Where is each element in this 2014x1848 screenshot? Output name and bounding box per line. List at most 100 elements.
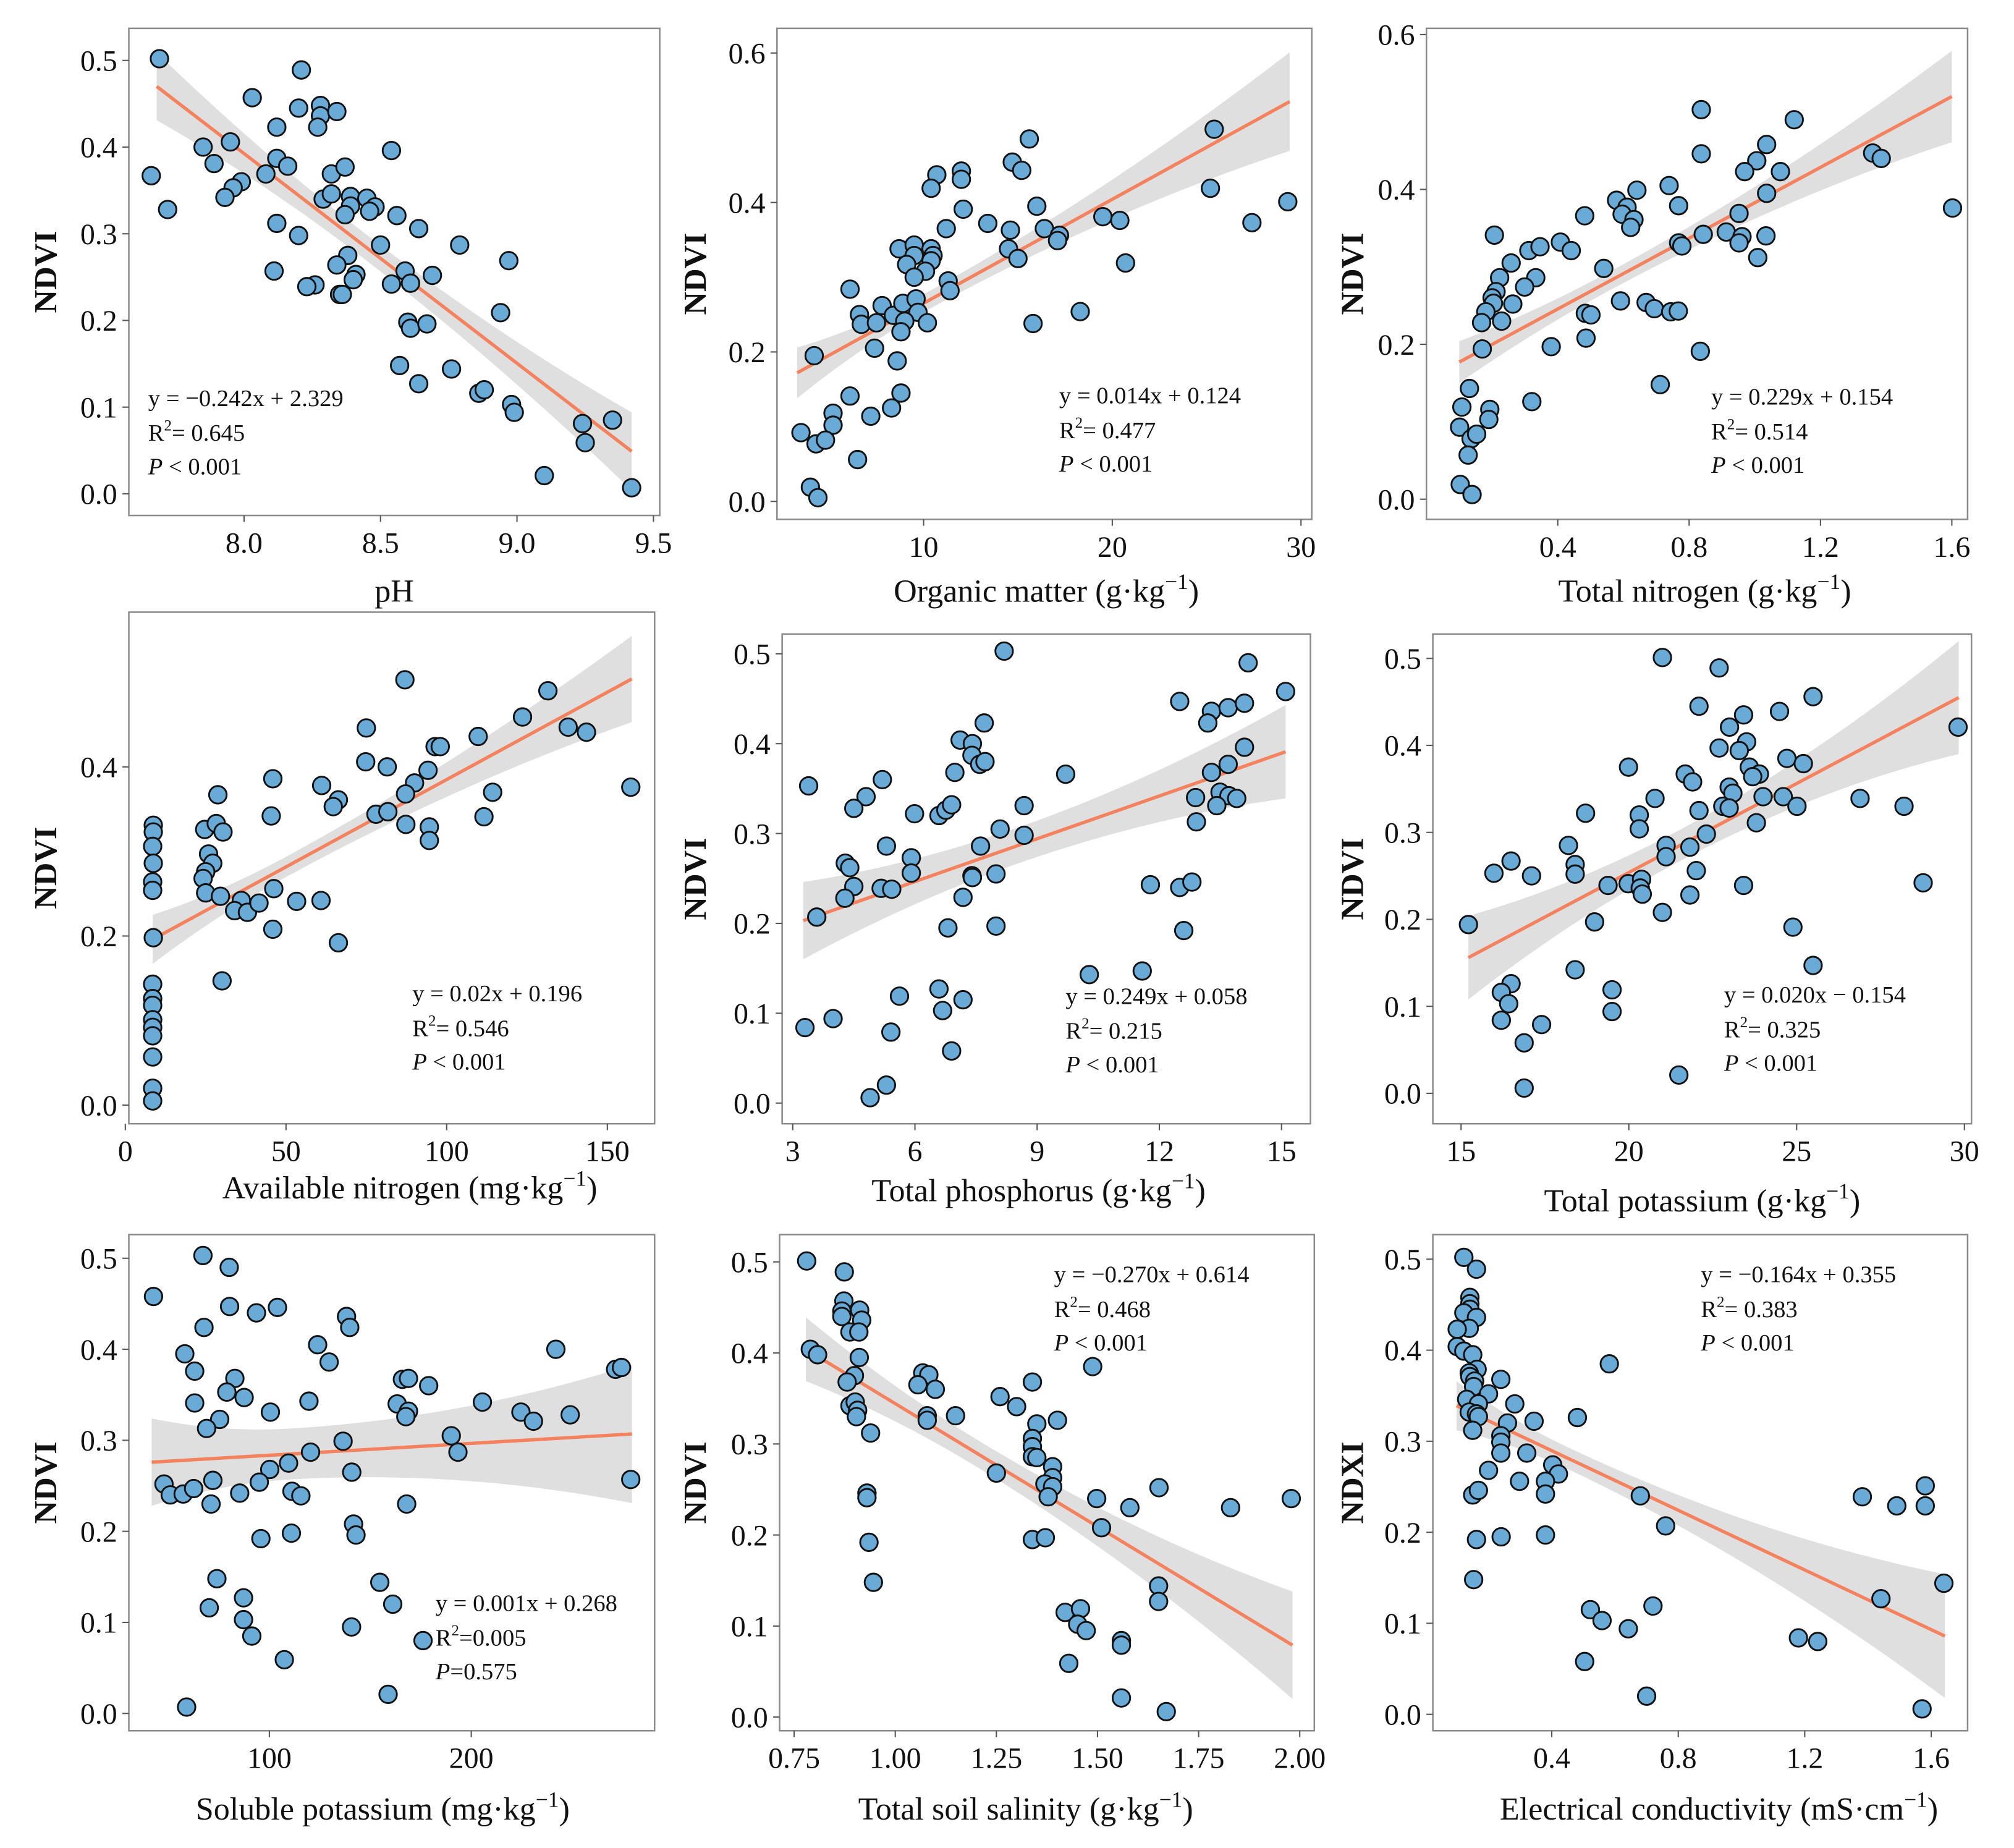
p-value-label: P — [1065, 1052, 1080, 1078]
data-point — [230, 1483, 250, 1503]
data-point — [289, 226, 308, 245]
data-point — [1027, 1447, 1047, 1468]
data-point — [1087, 1489, 1107, 1509]
data-point — [1012, 160, 1031, 180]
data-point — [1120, 1498, 1140, 1518]
plot-frame — [781, 633, 1311, 1125]
data-point — [990, 819, 1010, 839]
data-point — [1521, 866, 1541, 886]
data-point — [876, 836, 897, 856]
y-tick-label: 0.4 — [80, 132, 117, 164]
p-value-label: P — [148, 454, 163, 480]
y-tick-label: 0.5 — [731, 1246, 768, 1279]
p-value-text: < 0.001 — [1738, 1051, 1817, 1077]
data-point — [1594, 258, 1614, 278]
data-point — [203, 1470, 223, 1490]
data-point — [175, 1344, 195, 1364]
r-squared: R2= 0.514 — [1711, 416, 1808, 445]
x-axis-label: Total phosphorus (g·kg−1) — [871, 1168, 1206, 1208]
data-point — [268, 1297, 287, 1317]
data-point — [396, 784, 415, 804]
r-squared: R2= 0.325 — [1724, 1014, 1821, 1043]
data-point — [577, 723, 596, 742]
data-point — [1149, 1592, 1169, 1611]
panel-available-nitrogen: 0 50 100 150 0.0 0.2 0.4 Available nitrogen (mg… — [28, 611, 656, 1206]
data-point — [1541, 337, 1561, 357]
data-point — [936, 219, 956, 239]
data-point — [323, 797, 343, 816]
data-point — [419, 1376, 439, 1396]
data-point — [834, 1262, 854, 1282]
data-point — [1047, 1410, 1067, 1430]
data-point — [1652, 648, 1672, 668]
data-point — [343, 269, 363, 290]
data-point — [383, 1594, 403, 1614]
r-squared-sup: 2 — [1717, 1294, 1725, 1310]
data-point — [332, 284, 352, 305]
data-point — [1783, 917, 1803, 937]
data-point — [1912, 1699, 1932, 1719]
data-point — [381, 140, 402, 161]
x-axis-label-main: Soluble potassium (mg·kg — [196, 1792, 536, 1827]
data-point — [1887, 1496, 1906, 1516]
data-point — [1669, 1065, 1689, 1085]
data-point — [1227, 789, 1246, 808]
data-point — [1115, 253, 1135, 273]
plot-area — [143, 635, 641, 1111]
data-point — [561, 1405, 580, 1425]
data-point — [1598, 875, 1618, 896]
data-point — [1235, 737, 1255, 757]
data-point — [234, 1588, 253, 1608]
y-tick-label: 0.6 — [1378, 19, 1415, 52]
data-point — [523, 1411, 543, 1431]
data-point — [1484, 863, 1504, 883]
data-point — [319, 1352, 339, 1372]
x-axis-label-sup: −1 — [1159, 1787, 1183, 1812]
data-point — [1238, 653, 1258, 673]
data-point — [281, 1523, 302, 1543]
x-tick-label: 3 — [785, 1135, 800, 1168]
y-tick-label: 0.3 — [731, 1428, 768, 1461]
r-squared-value: = 0.325 — [1748, 1017, 1821, 1043]
data-point — [1689, 800, 1709, 821]
y-tick-label: 0.5 — [734, 638, 771, 671]
data-point — [1610, 291, 1630, 311]
y-tick-label: 0.3 — [734, 818, 771, 850]
data-point — [797, 1251, 816, 1271]
data-point — [1491, 1443, 1511, 1463]
data-point — [1575, 206, 1594, 226]
x-tick-label: 1.2 — [1786, 1742, 1823, 1775]
x-axis-label-main: Total soil salinity (g·kg — [858, 1792, 1159, 1827]
data-point — [1186, 787, 1206, 808]
data-point — [1463, 1420, 1483, 1440]
data-point — [1720, 717, 1740, 737]
data-point — [1514, 1078, 1534, 1098]
data-point — [1510, 1472, 1530, 1491]
data-point — [1479, 1460, 1499, 1480]
data-point — [346, 1525, 366, 1545]
data-point — [1627, 180, 1647, 200]
x-axis-label-end: ) — [1188, 574, 1199, 609]
data-point — [575, 433, 595, 452]
data-point — [1110, 210, 1130, 231]
y-tick-label: 0.5 — [1384, 1244, 1421, 1276]
x-axis-label-end: ) — [1840, 574, 1851, 609]
x-axis-label: Total potassium (g·kg−1) — [1544, 1179, 1861, 1219]
x-tick-label: 20 — [1614, 1135, 1644, 1168]
data-point — [1149, 1478, 1169, 1498]
data-point — [327, 255, 347, 275]
data-point — [938, 918, 958, 938]
data-point — [199, 1598, 219, 1618]
data-point — [207, 1569, 227, 1588]
data-point — [978, 213, 998, 234]
data-point — [1729, 203, 1749, 223]
data-point — [1182, 872, 1202, 892]
data-point — [277, 156, 298, 176]
data-point — [1733, 875, 1754, 896]
data-point — [1452, 397, 1472, 417]
confidence-band — [803, 705, 1286, 960]
data-point — [335, 205, 355, 225]
data-point — [291, 1486, 311, 1506]
data-point — [1787, 796, 1807, 816]
data-point — [1524, 1411, 1544, 1431]
